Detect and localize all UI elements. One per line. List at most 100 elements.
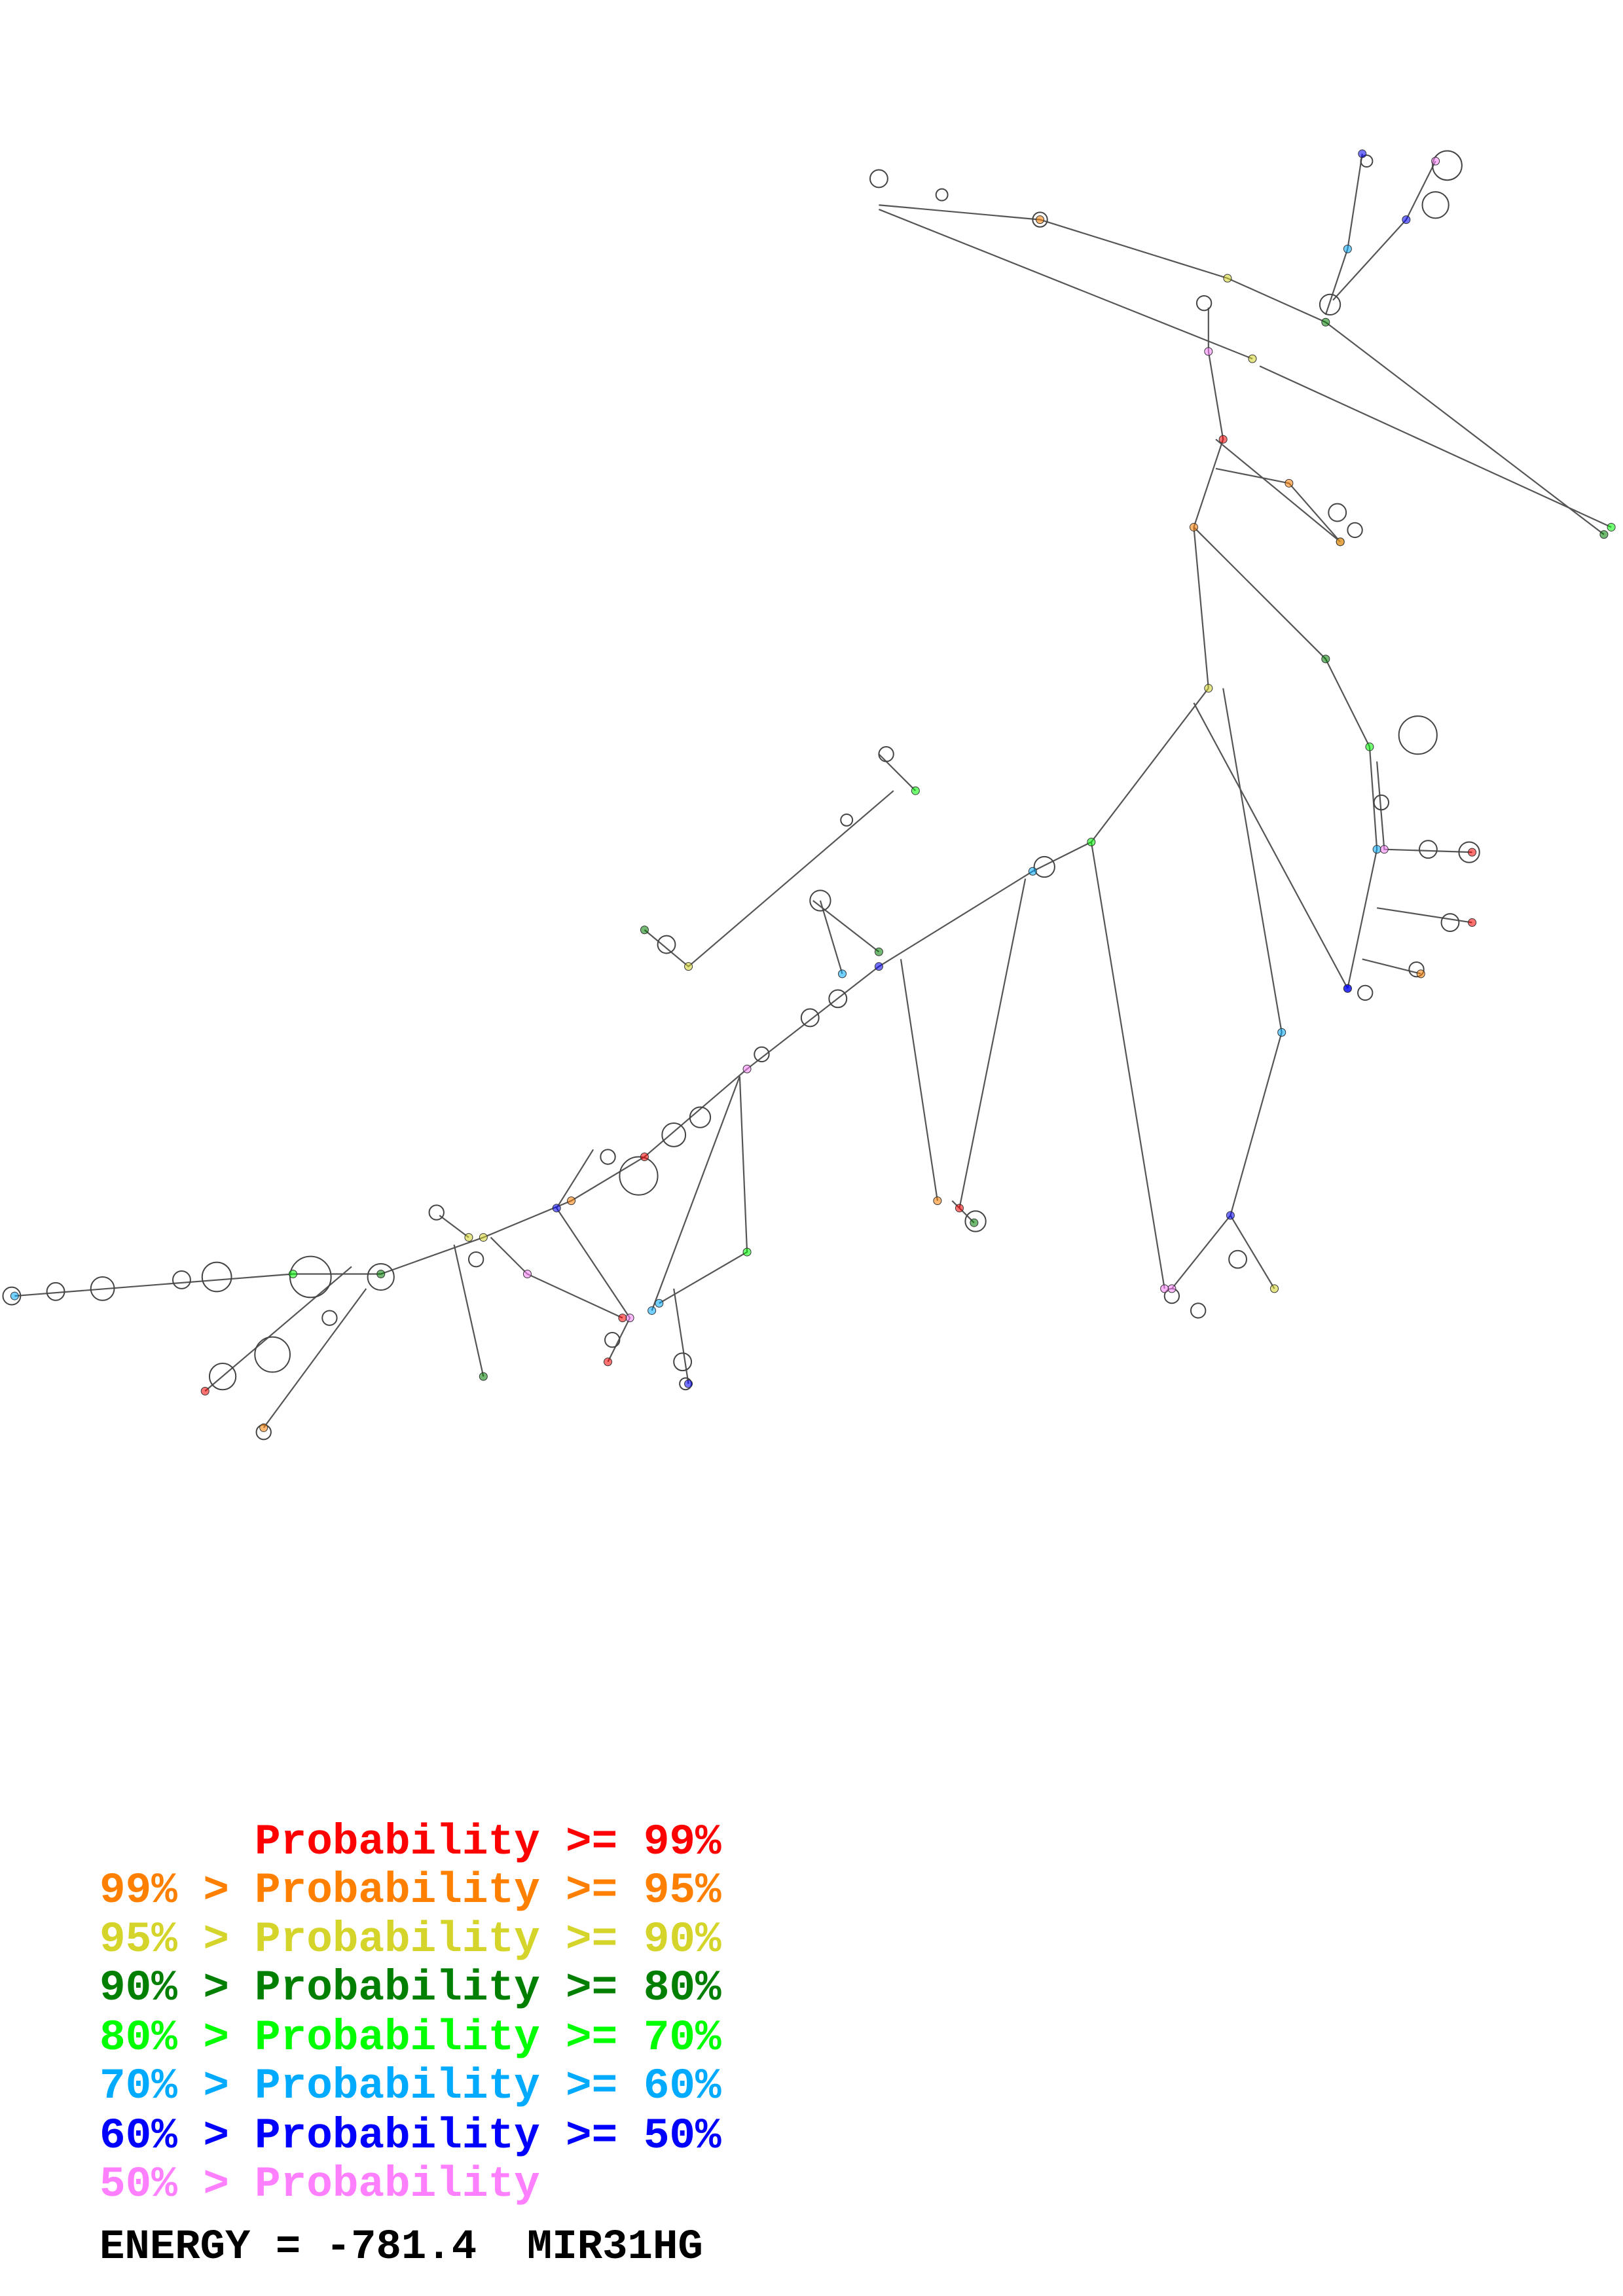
nucleotide [1358, 149, 1367, 158]
nucleotide [1416, 969, 1425, 978]
nucleotide [1379, 845, 1389, 854]
backbone-segment [651, 1076, 740, 1311]
nucleotide [1321, 655, 1330, 664]
nucleotide [522, 1270, 532, 1279]
hairpin-loop [964, 1210, 987, 1232]
nucleotide [479, 1233, 488, 1242]
nucleotide [567, 1196, 576, 1206]
hairpin-loop [754, 1046, 770, 1063]
backbone-segment [958, 878, 1027, 1209]
nucleotide [552, 1204, 561, 1213]
hairpin-loop [46, 1282, 65, 1301]
backbone-segment [1324, 153, 1363, 315]
hairpin-loop [661, 1122, 687, 1147]
backbone-segment [1332, 160, 1436, 301]
hairpin-loop [428, 1204, 445, 1221]
nucleotide [647, 1306, 657, 1315]
nucleotide [1285, 478, 1294, 488]
nucleotide [684, 962, 693, 971]
nucleotide [1189, 522, 1198, 531]
nucleotide [200, 1386, 210, 1395]
hairpin-loop [367, 1263, 395, 1291]
nucleotide [874, 962, 883, 971]
nucleotide [874, 947, 883, 956]
sequence-name: MIR31HG [526, 2224, 703, 2271]
nucleotide [1343, 244, 1352, 253]
backbone-segment [555, 1149, 631, 1363]
hairpin-loop [673, 1352, 693, 1372]
hairpin-loop [1458, 841, 1480, 863]
backbone-segment [1193, 702, 1349, 989]
hairpin-loop [600, 1149, 616, 1165]
backbone-segment [14, 687, 1209, 1297]
nucleotide [1321, 317, 1330, 327]
hairpin-loop [321, 1310, 338, 1326]
nucleotide [1343, 984, 1352, 993]
nucleotide [479, 1372, 488, 1381]
backbone-segment [878, 753, 917, 791]
energy-value: -781.4 [325, 2224, 477, 2271]
backbone-segment [1193, 526, 1378, 989]
backbone-segment [1215, 467, 1341, 543]
hairpin-loop [869, 169, 888, 188]
nucleotide [618, 1314, 627, 1323]
nucleotide [640, 925, 649, 935]
backbone-segment [1362, 958, 1421, 975]
hairpin-loop [619, 1156, 659, 1196]
nucleotide [1223, 274, 1232, 283]
energy-label: ENERGY = -781.4 MIR31HG [100, 2224, 703, 2271]
nucleotide [1218, 435, 1228, 444]
hairpin-loop [935, 188, 949, 202]
backbone-segment [453, 1244, 484, 1377]
nucleotide [625, 1314, 634, 1323]
backbone-segment [1193, 307, 1224, 528]
nucleotide [1372, 845, 1381, 854]
backbone-segment [1193, 527, 1209, 689]
nucleotide [1028, 867, 1037, 876]
hairpin-loop [2, 1286, 22, 1306]
backbone-segment [812, 900, 880, 953]
hairpin-loop [90, 1276, 115, 1301]
nucleotide [933, 1196, 942, 1206]
nucleotide [1204, 684, 1213, 693]
hairpin-loop [1347, 522, 1363, 539]
hairpin-loop [878, 746, 894, 762]
nucleotide [970, 1218, 979, 1227]
hairpin-loop [1373, 794, 1390, 811]
nucleotide [288, 1270, 297, 1279]
nucleotide [259, 1423, 268, 1432]
nucleotide [955, 1204, 964, 1213]
backbone-segment [1230, 1215, 1275, 1289]
nucleotide [604, 1357, 613, 1367]
nucleotide [1468, 848, 1477, 857]
nucleotide [464, 1233, 473, 1242]
hairpin-loop [289, 1255, 332, 1299]
backbone-segment [1325, 321, 1605, 535]
nucleotide [1167, 1284, 1176, 1293]
backbone-segment [439, 1215, 469, 1238]
nucleotide [1402, 215, 1411, 224]
backbone-segment [879, 208, 1253, 360]
backbone-segment [951, 1200, 975, 1223]
backbone-segment [1215, 439, 1341, 543]
hairpin-loop [1432, 150, 1463, 181]
backbone-segment [1376, 761, 1472, 853]
backbone-segment [819, 900, 843, 975]
hairpin-loop [1360, 154, 1374, 168]
backbone-segment [1090, 842, 1165, 1289]
backbone-segment [263, 1288, 367, 1429]
backbone-segment [659, 1076, 748, 1304]
hairpin-loop [201, 1261, 232, 1293]
hairpin-loop [1440, 913, 1460, 932]
nucleotide [10, 1291, 19, 1300]
nucleotide [1204, 347, 1213, 356]
nucleotide [655, 1299, 664, 1308]
hairpin-loop [604, 1332, 621, 1348]
hairpin-loop [1032, 211, 1048, 228]
hairpin-loop [809, 889, 831, 912]
nucleotide [1226, 1211, 1235, 1220]
hairpin-loop [1195, 295, 1213, 312]
hairpin-loop [1328, 503, 1347, 522]
nucleotide [1270, 1284, 1279, 1293]
